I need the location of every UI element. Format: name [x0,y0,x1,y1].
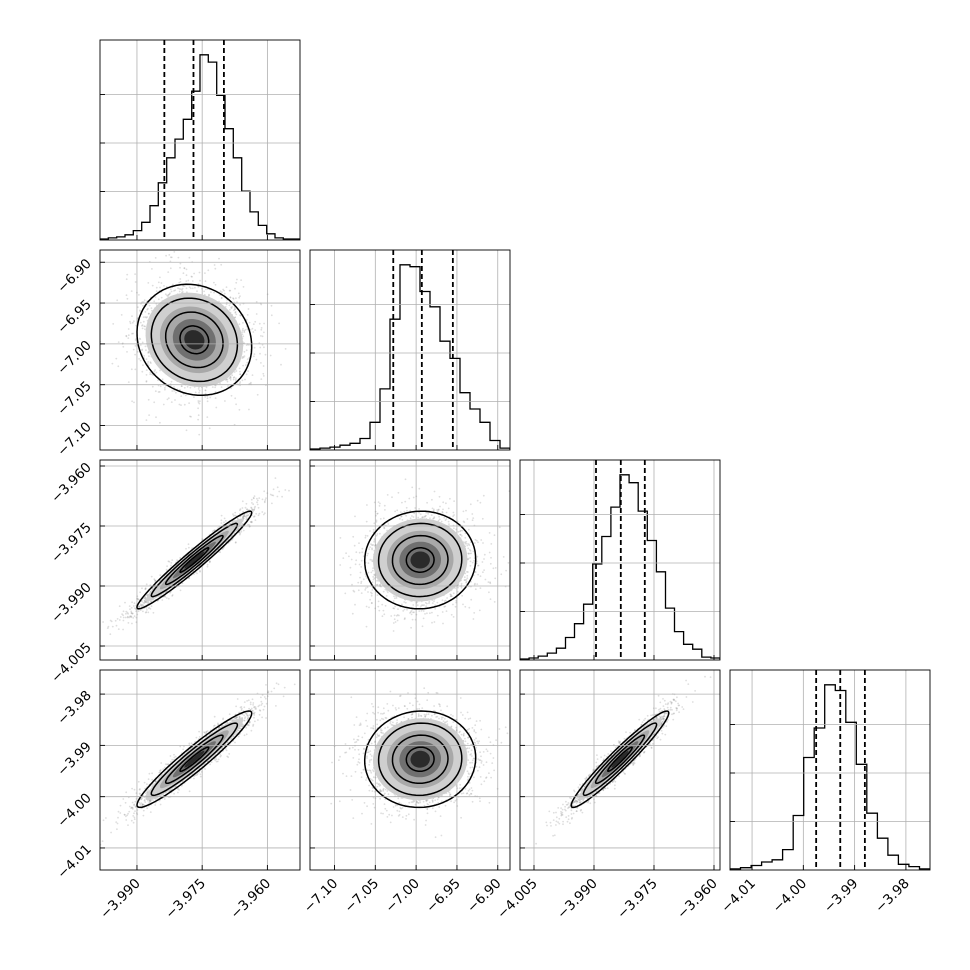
axes-frame [99,39,301,241]
contour-0 [179,547,210,573]
contour-2 [150,722,239,797]
contour-2 [150,522,239,598]
contour-3 [363,510,477,610]
y-tick-label: −7.10 [54,419,95,460]
axes-frame [519,459,721,661]
density-level-3 [184,330,205,350]
contour-1 [164,534,224,586]
hist-panel-p0 [99,39,301,241]
density-level-3 [611,750,629,768]
contour-1 [164,734,224,785]
x-tick-label: −7.10 [301,876,342,917]
contour-0 [607,746,633,773]
histogram-p3 [730,684,930,870]
axes-frame [519,669,721,871]
contour-3 [363,710,477,809]
scatter-panel-p3-vs-p1: −7.10 −7.05 −7.00 −6.95 −6.90 [301,669,511,917]
x-tick-label: −4.01 [718,876,759,917]
y-tick-label: −4.00 [54,790,95,831]
contour-2 [377,722,463,797]
contour-1 [594,734,646,785]
scatter-panel-p1-vs-p0: −7.10−7.05−7.00−6.95−6.90 [54,249,301,460]
contour-2 [582,722,658,797]
scatter-panel-p3-vs-p0: −4.01 −4.00 −3.99 −3.98 −3.990 −3.975 −3.960 [54,669,301,923]
density-level-3 [410,750,430,768]
axes-frame [99,249,301,451]
y-tick-label: −7.05 [54,378,95,419]
y-tick-label: −3.975 [48,520,95,567]
x-tick-label: −3.960 [674,876,721,923]
contour-1 [391,534,449,586]
y-tick-label: −6.95 [54,297,95,338]
x-tick-label: −7.00 [382,876,423,917]
x-tick-label: −6.95 [423,876,464,917]
x-tick-label: −3.990 [554,876,601,923]
x-tick-label: −3.960 [228,876,275,923]
histogram-p1 [310,264,510,450]
axes-frame [729,669,931,871]
contour-0 [179,746,210,773]
histogram-p2 [520,474,720,660]
y-tick-label: −6.90 [54,256,95,297]
axes-frame [309,669,511,871]
x-tick-label: −3.990 [97,876,144,923]
y-tick-label: −3.990 [48,580,95,627]
contour-3 [570,710,670,809]
contour-1 [391,734,449,785]
y-tick-label: −4.01 [54,841,95,882]
contour-3 [136,283,253,397]
contour-0 [405,746,435,773]
x-tick-label: −4.00 [770,876,811,917]
x-tick-label: −3.98 [872,876,913,917]
x-tick-label: −3.975 [162,876,209,923]
scatter-panel-p3-vs-p2: −4.005 −3.990 −3.975 −3.960 [494,669,721,923]
x-tick-label: −4.005 [494,876,541,923]
y-tick-label: −3.960 [48,460,95,507]
contour-3 [136,710,253,809]
scatter-panel-p2-vs-p1 [309,459,511,661]
density-level-3 [184,750,205,768]
density-level-3 [184,551,205,569]
contour-3 [136,510,253,610]
contour-0 [405,547,435,573]
axes-frame [309,249,511,451]
axes-frame [309,459,511,661]
y-tick-label: −3.98 [54,688,95,729]
hist-panel-p3: −4.01 −4.00 −3.99 −3.98 [718,669,931,917]
x-tick-label: −7.05 [342,876,383,917]
x-tick-label: −3.975 [614,876,661,923]
y-tick-label: −4.005 [48,640,95,687]
histogram-p0 [100,54,300,240]
y-tick-label: −7.00 [54,337,95,378]
hist-panel-p1 [309,249,511,451]
axes-frame [99,669,301,871]
contour-1 [164,311,224,369]
x-tick-label: −3.99 [821,876,862,917]
hist-panel-p2 [519,459,721,661]
y-tick-label: −3.99 [54,739,95,780]
contour-2 [150,297,239,383]
density-level-3 [410,551,430,569]
axes-frame [99,459,301,661]
scatter-panel-p2-vs-p0: −4.005 −3.990 −3.975 −3.960 [48,459,301,687]
